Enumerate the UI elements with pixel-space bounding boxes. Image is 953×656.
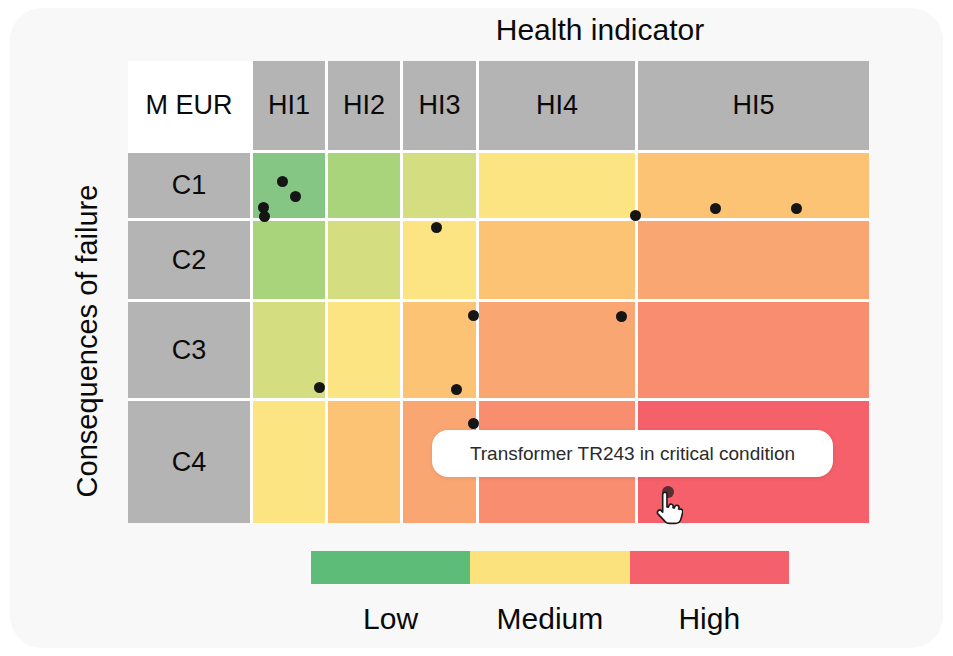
matrix-cell-C2-HI5[interactable] [638, 221, 869, 299]
matrix-cell-C1-HI5[interactable] [638, 153, 869, 218]
matrix-cell-C3-HI4[interactable] [479, 302, 635, 398]
data-point[interactable] [451, 384, 462, 395]
row-header-C4: C4 [128, 401, 250, 523]
col-header-HI2: HI2 [328, 61, 400, 150]
tooltip-text: Transformer TR243 in critical condition [470, 443, 795, 465]
data-point[interactable] [290, 191, 301, 202]
data-point[interactable] [314, 382, 325, 393]
legend-label-high: High [678, 602, 740, 636]
cursor-pointer-icon [653, 490, 683, 527]
row-header-C1: C1 [128, 153, 250, 218]
matrix-cell-C3-HI2[interactable] [328, 302, 400, 398]
matrix-cell-C3-HI3[interactable] [403, 302, 476, 398]
tooltip: Transformer TR243 in critical condition [432, 430, 833, 477]
matrix-cell-C1-HI3[interactable] [403, 153, 476, 218]
col-header-HI1: HI1 [253, 61, 325, 150]
legend-swatch-medium [470, 551, 630, 584]
col-header-HI5: HI5 [638, 61, 869, 150]
data-point[interactable] [468, 418, 479, 429]
legend-swatch-high [630, 551, 790, 584]
matrix-cell-C2-HI3[interactable] [403, 221, 476, 299]
col-header-HI4: HI4 [479, 61, 635, 150]
data-point[interactable] [710, 203, 721, 214]
matrix-cell-C2-HI2[interactable] [328, 221, 400, 299]
y-axis-label: Consequences of failure [71, 185, 104, 498]
data-point[interactable] [468, 310, 479, 321]
matrix-cell-C3-HI5[interactable] [638, 302, 869, 398]
matrix-cell-C1-HI2[interactable] [328, 153, 400, 218]
legend-label-medium: Medium [497, 602, 604, 636]
data-point[interactable] [616, 311, 627, 322]
data-point[interactable] [431, 222, 442, 233]
legend-label-low: Low [363, 602, 418, 636]
matrix-cell-C2-HI4[interactable] [479, 221, 635, 299]
data-point[interactable] [791, 203, 802, 214]
col-header-HI3: HI3 [403, 61, 476, 150]
row-header-C2: C2 [128, 221, 250, 299]
matrix-cell-C2-HI1[interactable] [253, 221, 325, 299]
data-point[interactable] [259, 211, 270, 222]
chart-title: Health indicator [496, 13, 704, 47]
matrix-cell-C1-HI4[interactable] [479, 153, 635, 218]
legend-swatch-low [311, 551, 471, 584]
unit-label: M EUR [128, 61, 250, 150]
row-header-C3: C3 [128, 302, 250, 398]
data-point[interactable] [277, 176, 288, 187]
data-point[interactable] [630, 210, 641, 221]
matrix-cell-C4-HI1[interactable] [253, 401, 325, 523]
matrix-cell-C4-HI2[interactable] [328, 401, 400, 523]
